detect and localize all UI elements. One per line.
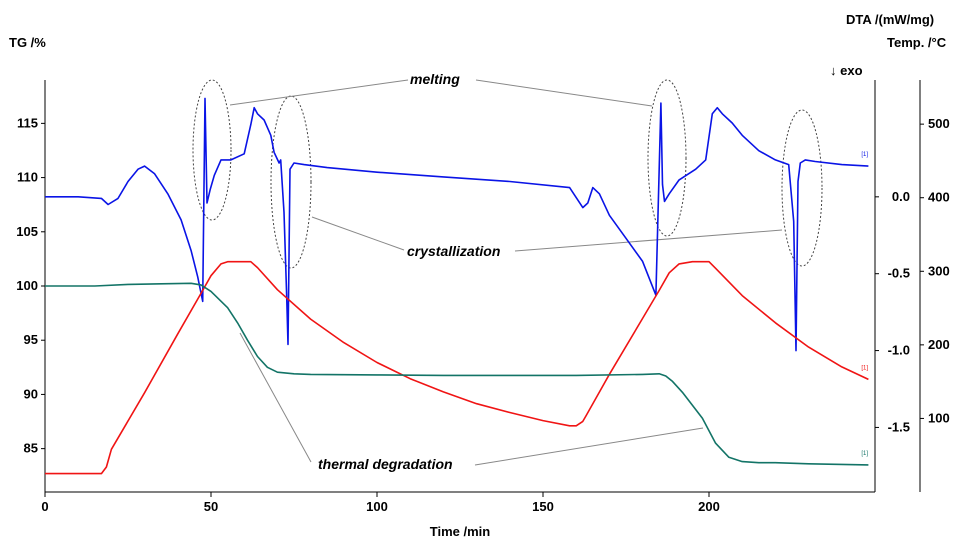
melting-leader-1	[229, 79, 409, 106]
tg-tick-label: 115	[17, 115, 38, 130]
temp-tick-label: 300	[928, 263, 950, 278]
dta-tick-label: -0.5	[888, 266, 910, 281]
dta-tick-label: -1.0	[888, 343, 910, 358]
temp-tick-label: 100	[928, 410, 950, 425]
tg-curve	[45, 282, 869, 466]
tg-tick-label: 90	[24, 386, 38, 401]
temp-curve	[45, 260, 869, 475]
crystallization-ellipse-2	[781, 109, 823, 267]
melting-ellipse-1	[192, 79, 232, 221]
x-tick-label: 150	[532, 499, 554, 514]
x-tick-label: 0	[41, 499, 48, 514]
melting-label: melting	[410, 71, 460, 87]
exo-indicator: ↓ exo	[830, 63, 863, 78]
crystallization-leader-2	[514, 229, 783, 252]
annotation-group	[192, 79, 823, 466]
x-axis-title: Time /min	[430, 524, 491, 539]
x-tick-label: 100	[366, 499, 388, 514]
dta-tick-label: 0.0	[892, 189, 910, 204]
tg-tick-label: 105	[16, 224, 38, 239]
dta-axis-title: DTA /(mW/mg)	[846, 12, 934, 27]
x-tick-label: 200	[698, 499, 720, 514]
dta-curve-marker: [1]	[861, 152, 868, 158]
tg-tick-label: 95	[24, 332, 38, 347]
tick-group: 0 50 100 150 200 85 90 95 100 105 110 115 0.0 -0.5 -1.…	[16, 115, 949, 514]
dta-tick-label: -1.5	[888, 419, 910, 434]
crystallization-ellipse-1	[270, 95, 312, 269]
dta-curve	[45, 97, 869, 352]
axes-frame	[44, 80, 921, 493]
tg-curve-marker: [1]	[861, 451, 868, 457]
degradation-leader-1	[239, 332, 312, 463]
temp-tick-label: 200	[928, 337, 950, 352]
series-group: [1] [1] [1]	[45, 97, 869, 475]
thermal-degradation-label: thermal degradation	[318, 456, 453, 472]
tg-tick-label: 85	[24, 441, 38, 456]
degradation-leader-2	[474, 427, 704, 466]
temp-tick-label: 500	[928, 116, 950, 131]
temp-axis-title: Temp. /°C	[887, 35, 947, 50]
melting-leader-2	[475, 79, 653, 107]
tg-tick-label: 110	[17, 170, 38, 185]
tg-tick-label: 100	[16, 278, 38, 293]
crystallization-leader-1	[311, 216, 405, 251]
melting-ellipse-2	[647, 79, 687, 237]
tg-axis-title: TG /%	[9, 35, 46, 50]
temp-tick-label: 400	[928, 190, 950, 205]
x-tick-label: 50	[204, 499, 218, 514]
crystallization-label: crystallization	[407, 243, 500, 259]
temp-curve-marker: [1]	[861, 365, 868, 371]
